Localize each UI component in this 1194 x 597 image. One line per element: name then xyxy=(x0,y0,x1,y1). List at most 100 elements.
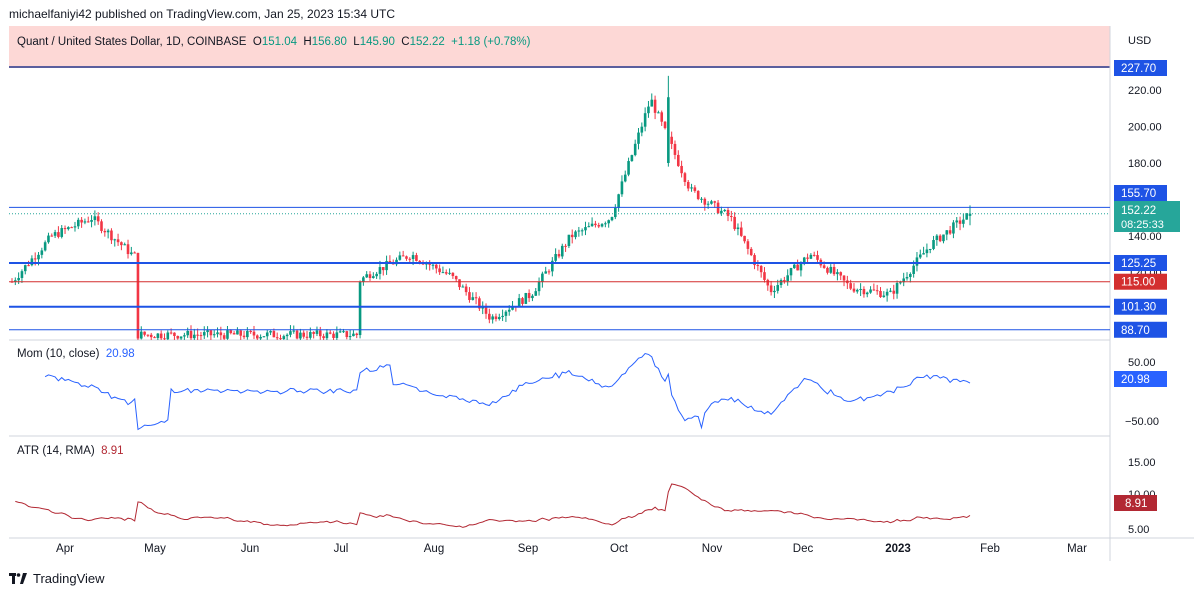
candle-body xyxy=(849,283,852,289)
candle-body xyxy=(96,216,100,222)
candle-body xyxy=(650,99,654,107)
candle-body xyxy=(106,230,110,233)
candle-body xyxy=(299,332,302,339)
candle-body xyxy=(706,203,710,205)
candle-body xyxy=(925,249,929,254)
candle-body xyxy=(415,255,418,261)
candle-body xyxy=(905,276,909,279)
candle-body xyxy=(385,261,388,271)
candle-body xyxy=(196,334,199,336)
candle-body xyxy=(922,253,925,255)
candle-body xyxy=(53,232,57,236)
candle-body xyxy=(186,330,189,336)
candle-body xyxy=(249,330,252,332)
candle-body xyxy=(822,265,826,268)
candle-body xyxy=(739,227,743,236)
candle-body xyxy=(166,332,170,340)
candle-body xyxy=(501,315,504,318)
candle-body xyxy=(812,254,816,256)
candle-body xyxy=(202,332,206,336)
candle-body xyxy=(809,254,813,259)
candle-body xyxy=(342,331,345,333)
candle-body xyxy=(183,335,186,337)
candle-body xyxy=(776,285,780,291)
candle-body xyxy=(14,280,17,282)
atr-axis-tick-5: 5.00 xyxy=(1128,524,1149,536)
time-axis-label-oct: Oct xyxy=(610,543,629,555)
candle-body xyxy=(229,330,233,334)
candle-body xyxy=(832,266,836,275)
candle-body xyxy=(146,334,150,336)
time-axis-label-aug: Aug xyxy=(424,543,444,555)
candle-body xyxy=(488,313,491,320)
candle-body xyxy=(63,228,67,230)
level-155-70-tag-top xyxy=(1114,185,1167,201)
candle-body xyxy=(246,330,249,338)
symbol-header-band: Quant / United States Dollar, 1D, COINBA… xyxy=(9,26,1110,68)
candle-body xyxy=(332,333,335,338)
candle-body xyxy=(945,230,949,235)
level-115-00-tag xyxy=(1114,273,1167,290)
candle-body xyxy=(869,289,872,293)
candle-body xyxy=(451,272,455,277)
candle-body xyxy=(365,274,368,278)
candle-body xyxy=(358,282,362,336)
candle-body xyxy=(882,295,886,298)
candle-body xyxy=(574,231,577,238)
candle-body xyxy=(842,275,846,281)
candle-body xyxy=(570,234,574,238)
candle-body xyxy=(352,333,355,337)
candle-body xyxy=(156,333,160,339)
candle-body xyxy=(892,290,896,294)
candle-body xyxy=(912,265,915,274)
candle-body xyxy=(730,215,733,217)
level-101-30-tag xyxy=(1114,298,1167,315)
candle-body xyxy=(40,250,44,255)
candle-body xyxy=(345,331,349,338)
candle-body xyxy=(328,332,332,334)
candle-body xyxy=(216,332,219,335)
candle-body xyxy=(726,209,730,216)
atr-tag-text: 8.91 xyxy=(1125,498,1147,510)
candle-body xyxy=(27,265,30,267)
candle-body xyxy=(968,213,972,216)
candle-body xyxy=(766,279,770,286)
candle-body xyxy=(458,279,461,288)
tradingview-footer[interactable]: TradingView xyxy=(9,571,105,586)
candle-body xyxy=(531,295,534,299)
candle-body xyxy=(928,248,932,250)
candle-body xyxy=(239,330,243,336)
candle-body xyxy=(398,255,402,260)
momentum-title: Mom (10, close) 20.98 xyxy=(17,348,135,360)
candle-body xyxy=(865,292,869,295)
mom-axis-tick-neg50: −50.00 xyxy=(1125,416,1159,428)
candle-body xyxy=(93,216,97,221)
candle-body xyxy=(627,161,630,175)
candle-body xyxy=(544,271,547,274)
candle-body xyxy=(773,290,776,293)
candle-body xyxy=(693,187,697,191)
candle-body xyxy=(660,112,664,122)
candle-body xyxy=(587,226,591,228)
brand-name: TradingView xyxy=(33,571,105,586)
candle-body xyxy=(690,187,693,189)
candle-body xyxy=(438,268,441,273)
candle-body xyxy=(703,198,707,205)
time-axis-label-feb: Feb xyxy=(980,543,1000,555)
candle-body xyxy=(378,267,382,274)
candle-body xyxy=(491,316,494,320)
mom-axis-tick-50: 50.00 xyxy=(1128,357,1156,369)
candle-body xyxy=(444,272,448,274)
candle-body xyxy=(899,282,902,284)
candle-body xyxy=(753,255,756,266)
candle-body xyxy=(133,252,136,254)
time-axis-label-nov: Nov xyxy=(702,543,723,555)
candle-body xyxy=(338,331,342,333)
candle-body xyxy=(126,244,130,255)
candle-body xyxy=(859,288,862,290)
candle-body xyxy=(733,216,736,230)
candle-body xyxy=(295,330,299,339)
candle-body xyxy=(242,335,246,338)
candle-body xyxy=(169,332,173,334)
